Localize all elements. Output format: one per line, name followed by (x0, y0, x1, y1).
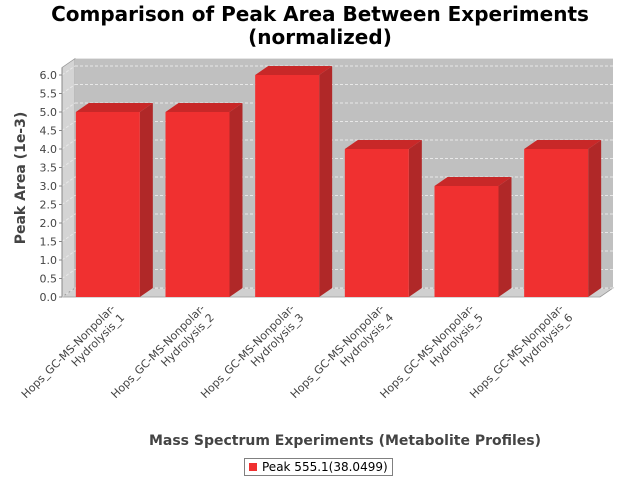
bar-side (408, 140, 422, 297)
legend-label: Peak 555.1(38.0499) (262, 460, 388, 474)
bar-top (344, 140, 422, 149)
bar-side (588, 140, 602, 297)
y-tick-label: 6.0 (40, 69, 58, 82)
grid-line-diagonal (61, 195, 76, 205)
grid-lines (61, 65, 613, 298)
bar (434, 177, 512, 297)
bar-top (75, 103, 153, 112)
bar (524, 140, 602, 297)
plot-left-wall (61, 57, 76, 298)
y-tick-label: 3.0 (40, 180, 58, 193)
bar (75, 103, 153, 297)
grid-line-diagonal (61, 287, 76, 298)
grid-line-diagonal (61, 232, 76, 242)
grid-line-diagonal (61, 121, 76, 131)
chart-title: Comparison of Peak Area Between Experime… (51, 2, 589, 26)
y-axis-title: Peak Area (1e-3) (13, 112, 29, 245)
grid-line-diagonal (61, 84, 76, 94)
bar-top (434, 177, 512, 186)
bar-side (319, 66, 333, 297)
y-tick-label: 0.5 (40, 273, 58, 286)
bars (75, 66, 602, 297)
bar-front (434, 186, 499, 297)
y-tick-label: 4.5 (40, 125, 58, 138)
legend-swatch (249, 463, 257, 471)
bar-top (165, 103, 243, 112)
y-tick-label: 3.5 (40, 162, 58, 175)
grid-line-diagonal (61, 102, 76, 113)
grid-line-diagonal (61, 269, 76, 279)
y-tick-label: 4.0 (40, 143, 58, 156)
bar-top (255, 66, 333, 75)
x-tick-label-line: Hops_GC-MS-Nonpolar- (19, 302, 118, 401)
y-tick-label: 2.0 (40, 217, 58, 230)
grid-line-diagonal (61, 158, 76, 168)
chart-subtitle: (normalized) (248, 25, 392, 49)
y-tick-label: 1.5 (40, 236, 58, 249)
bar-top (524, 140, 602, 149)
bar-front (524, 149, 589, 297)
y-axis: 0.0 0.5 1.0 1.5 2.0 2.5 3.0 3.5 4.0 4.5 5.0 5.5 6.0 (40, 67, 63, 304)
plot-background (60, 57, 615, 298)
legend: Peak 555.1(38.0499) (244, 458, 393, 476)
y-tick-label: 0.0 (40, 291, 58, 304)
bar-front (165, 112, 230, 297)
bar-front (75, 112, 140, 297)
bar-side (139, 103, 153, 297)
bar-side (229, 103, 243, 297)
grid-line-diagonal (61, 213, 76, 224)
bar-front (255, 75, 320, 297)
bar (165, 103, 243, 297)
y-tick-label: 5.5 (40, 88, 58, 101)
y-tick-label: 1.0 (40, 254, 58, 267)
grid-line-diagonal (61, 176, 76, 187)
bar-front (344, 149, 409, 297)
grid-line-diagonal (61, 65, 76, 76)
grid-line-diagonal (61, 139, 76, 150)
bar (344, 140, 422, 297)
y-tick-label: 2.5 (40, 199, 58, 212)
bar-side (498, 177, 512, 297)
bar (255, 66, 333, 297)
y-tick-label: 5.0 (40, 106, 58, 119)
x-axis-tick-labels: Hops_GC-MS-Nonpolar-Hydrolysis_1Hops_GC-… (19, 302, 576, 401)
x-axis-title: Mass Spectrum Experiments (Metabolite Pr… (149, 433, 541, 449)
plot-back-wall (75, 58, 613, 288)
grid-line-diagonal (61, 250, 76, 261)
